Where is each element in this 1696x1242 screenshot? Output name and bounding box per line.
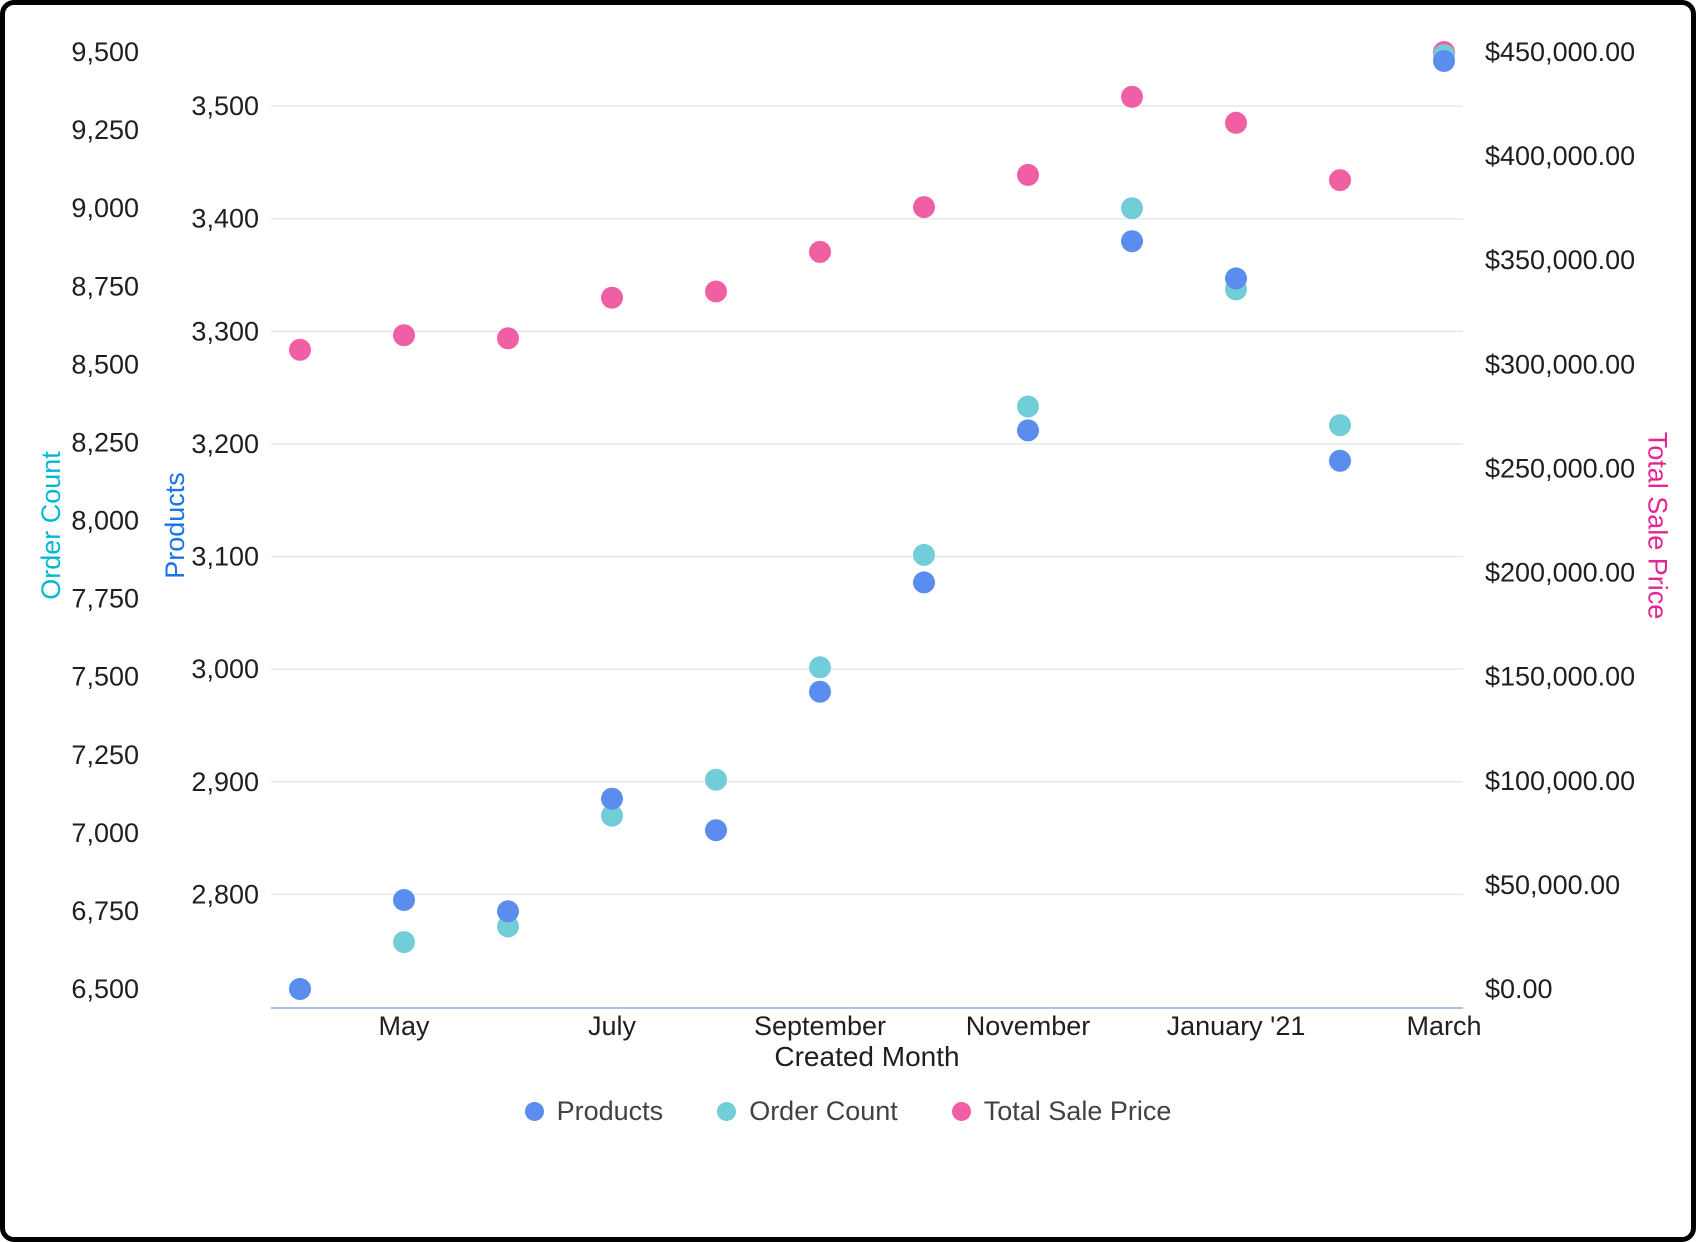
x-tick-label: November xyxy=(966,1011,1091,1041)
products-point[interactable] xyxy=(1329,449,1351,472)
total-sale-price-point[interactable] xyxy=(289,338,311,361)
order-count-point[interactable] xyxy=(601,804,623,827)
order_count-tick-label: 8,000 xyxy=(71,506,139,536)
legend-item-total-sale-price[interactable]: Total Sale Price xyxy=(951,1095,1172,1127)
x-tick-label: September xyxy=(754,1011,886,1041)
x-axis-title: Created Month xyxy=(774,1041,960,1072)
order_count-tick-label: 7,000 xyxy=(71,818,139,848)
scatter-plot-area: 9,500 9,250 9,000 8,750 8,500 8,250 8,000 7,750… xyxy=(71,37,1635,1041)
products-point[interactable] xyxy=(393,889,415,911)
order_count-tick-label: 6,750 xyxy=(71,896,139,926)
products-point[interactable] xyxy=(1017,419,1039,442)
products-tick-label: 3,100 xyxy=(191,542,259,572)
x-tick-label: July xyxy=(588,1011,637,1041)
products-point[interactable] xyxy=(497,900,519,923)
products-legend-label: Products xyxy=(556,1095,664,1126)
order_count-tick-label: 7,250 xyxy=(71,740,139,770)
products-tick-label: 3,300 xyxy=(191,316,259,346)
x-tick-label: May xyxy=(378,1011,430,1041)
total-sale-price-point[interactable] xyxy=(1017,163,1039,186)
total_sale_price-tick-label: $50,000.00 xyxy=(1485,870,1620,900)
x-tick-label: March xyxy=(1406,1011,1481,1041)
order-count-legend-label: Order Count xyxy=(749,1095,898,1126)
total-sale-price-point[interactable] xyxy=(601,286,623,309)
total_sale_price-tick-label: $250,000.00 xyxy=(1485,453,1635,483)
order-count-point[interactable] xyxy=(497,915,519,938)
products-point[interactable] xyxy=(1225,267,1247,290)
products-point[interactable] xyxy=(913,571,935,594)
products-tick-label: 3,400 xyxy=(191,204,259,234)
products-point[interactable] xyxy=(289,978,311,1000)
order_count-tick-label: 6,500 xyxy=(71,974,139,1004)
total_sale_price-tick-label: $350,000.00 xyxy=(1485,245,1635,275)
order-count-legend-dot-icon xyxy=(717,1101,737,1121)
products-point[interactable] xyxy=(1433,50,1455,72)
products-point[interactable] xyxy=(705,819,727,842)
order-count-point[interactable] xyxy=(913,543,935,566)
total-sale-price-point[interactable] xyxy=(1329,169,1351,192)
total-sale-price-point[interactable] xyxy=(809,240,831,263)
order-count-point[interactable] xyxy=(1017,395,1039,418)
order_count-tick-label: 8,250 xyxy=(71,427,139,457)
legend-item-products[interactable]: Products xyxy=(524,1095,664,1127)
products-tick-label: 2,900 xyxy=(191,767,259,797)
order_count-tick-label: 8,500 xyxy=(71,349,139,379)
products-point[interactable] xyxy=(1121,230,1143,253)
order_count-tick-label: 9,000 xyxy=(71,193,139,223)
order-count-point[interactable] xyxy=(1329,414,1351,437)
total_sale_price-tick-label: $400,000.00 xyxy=(1485,141,1635,171)
order-count-point[interactable] xyxy=(809,656,831,679)
total-sale-price-point[interactable] xyxy=(913,196,935,219)
total_sale_price-tick-label: $150,000.00 xyxy=(1485,662,1635,692)
legend-item-order-count[interactable]: Order Count xyxy=(717,1096,898,1127)
products-tick-label: 3,200 xyxy=(191,429,259,459)
total-sale-price-point[interactable] xyxy=(497,327,519,350)
order_count-tick-label: 9,250 xyxy=(71,115,139,145)
total-sale-price-legend-dot-icon xyxy=(951,1101,971,1121)
order-count-point[interactable] xyxy=(393,931,415,954)
total_sale_price-tick-label: $0.00 xyxy=(1485,974,1553,1004)
order_count-tick-label: 8,750 xyxy=(71,271,139,301)
order_count-tick-label: 7,500 xyxy=(71,662,139,692)
total_sale_price-tick-label: $200,000.00 xyxy=(1485,558,1635,588)
total-sale-price-point[interactable] xyxy=(1225,111,1247,134)
total-sale-price-point[interactable] xyxy=(393,324,415,347)
legend: Products Order Count Total Sale Price xyxy=(5,1091,1691,1131)
products-tick-label: 3,000 xyxy=(191,654,259,684)
order-count-point[interactable] xyxy=(705,768,727,791)
products-point[interactable] xyxy=(809,680,831,703)
products-point[interactable] xyxy=(601,787,623,810)
total-sale-price-legend-label: Total Sale Price xyxy=(983,1095,1172,1126)
total_sale_price-tick-label: $300,000.00 xyxy=(1485,349,1635,379)
products-legend-dot-icon xyxy=(524,1101,544,1121)
total-sale-price-point[interactable] xyxy=(1121,85,1143,108)
total-sale-price-point[interactable] xyxy=(705,280,727,303)
products-tick-label: 2,800 xyxy=(191,879,259,909)
x-tick-label: January '21 xyxy=(1167,1011,1306,1041)
order_count-tick-label: 7,750 xyxy=(71,584,139,614)
products-tick-label: 3,500 xyxy=(191,91,259,121)
total_sale_price-tick-label: $100,000.00 xyxy=(1485,766,1635,796)
total_sale_price-tick-label: $450,000.00 xyxy=(1485,37,1635,67)
order-count-point[interactable] xyxy=(1121,197,1143,220)
order_count-tick-label: 9,500 xyxy=(71,37,139,67)
